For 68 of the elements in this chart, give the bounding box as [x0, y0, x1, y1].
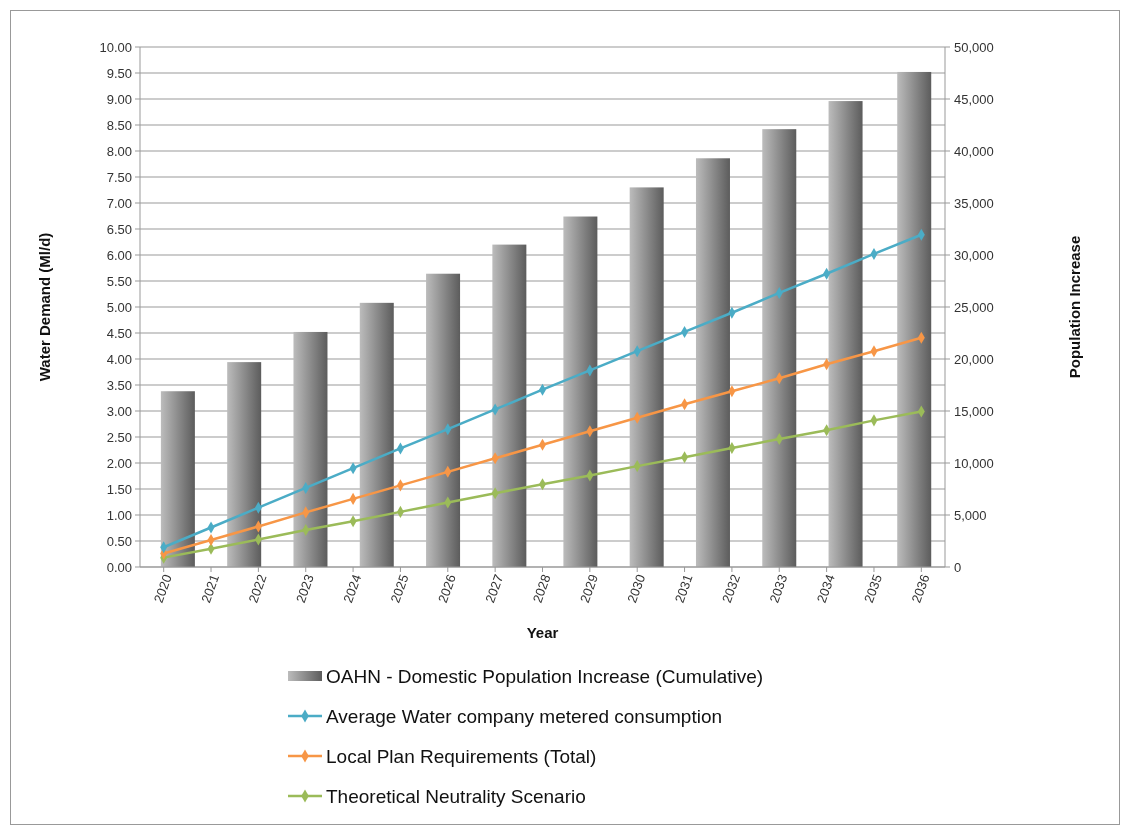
x-tick-label: 2034	[813, 572, 838, 605]
y-tick-label: 0.00	[106, 559, 132, 575]
legend-label: OAHN - Domestic Population Increase (Cumulative)	[326, 665, 764, 687]
x-tick-label: 2028	[529, 572, 554, 605]
x-tick-label: 2024	[340, 572, 365, 605]
x-tick-label: 2032	[719, 572, 744, 605]
y-tick-label: 8.00	[106, 143, 132, 159]
y-tick-label: 4.50	[106, 325, 132, 341]
y-axis-title: Water Demand (Ml/d)	[36, 232, 53, 382]
y-tick-label: 3.00	[106, 403, 132, 419]
bar	[293, 331, 328, 567]
y2-tick-label: 15,000	[954, 403, 994, 419]
y2-axis-title: Population Increase	[1066, 235, 1083, 379]
bar	[629, 187, 664, 567]
y-tick-label: 1.00	[106, 507, 132, 523]
bar	[897, 71, 932, 567]
x-tick-label: 2030	[624, 572, 649, 605]
y2-tick-label: 45,000	[954, 91, 994, 107]
legend-label: Local Plan Requirements (Total)	[326, 745, 597, 767]
bar	[695, 158, 730, 567]
y-tick-label: 10.00	[99, 39, 132, 55]
y-tick-label: 6.00	[106, 247, 132, 263]
bar	[492, 244, 527, 567]
y-tick-label: 6.50	[106, 221, 132, 237]
bar	[426, 273, 461, 567]
y2-tick-label: 35,000	[954, 195, 994, 211]
bar	[227, 362, 262, 567]
x-tick-label: 2035	[861, 572, 886, 605]
legend-label: Theoretical Neutrality Scenario	[326, 785, 586, 807]
y-tick-label: 5.50	[106, 273, 132, 289]
y2-tick-label: 40,000	[954, 143, 994, 159]
bar	[762, 129, 797, 567]
y-tick-label: 9.50	[106, 65, 132, 81]
bar	[160, 391, 195, 567]
y-tick-label: 3.50	[106, 377, 132, 393]
bar	[359, 302, 394, 567]
x-tick-label: 2029	[576, 572, 601, 605]
y2-tick-label: 30,000	[954, 247, 994, 263]
x-tick-label: 2036	[908, 572, 933, 605]
x-tick-label: 2025	[387, 572, 412, 605]
x-tick-label: 2021	[198, 572, 223, 605]
y-tick-label: 0.50	[106, 533, 132, 549]
y-tick-label: 1.50	[106, 481, 132, 497]
y2-tick-label: 20,000	[954, 351, 994, 367]
y2-tick-label: 5,000	[954, 507, 987, 523]
bar	[828, 101, 863, 567]
bar	[563, 216, 598, 567]
x-tick-label: 2023	[292, 572, 317, 605]
y-tick-label: 7.00	[106, 195, 132, 211]
legend-label: Average Water company metered consumption	[326, 705, 723, 727]
y-tick-label: 2.50	[106, 429, 132, 445]
x-tick-label: 2027	[482, 572, 507, 605]
x-tick-label: 2026	[434, 572, 459, 605]
x-axis-title: Year	[526, 624, 559, 641]
x-tick-label: 2031	[671, 572, 696, 605]
y2-tick-label: 50,000	[954, 39, 994, 55]
y-tick-label: 9.00	[106, 91, 132, 107]
y-tick-label: 8.50	[106, 117, 132, 133]
y-tick-label: 2.00	[106, 455, 132, 471]
y2-tick-label: 0	[954, 559, 962, 575]
x-tick-label: 2033	[766, 572, 791, 605]
y2-tick-label: 25,000	[954, 299, 994, 315]
y2-tick-label: 10,000	[954, 455, 994, 471]
y-tick-label: 4.00	[106, 351, 132, 367]
y-tick-label: 5.00	[106, 299, 132, 315]
y-tick-label: 7.50	[106, 169, 132, 185]
x-tick-label: 2022	[245, 572, 270, 605]
x-tick-label: 2020	[150, 572, 175, 605]
